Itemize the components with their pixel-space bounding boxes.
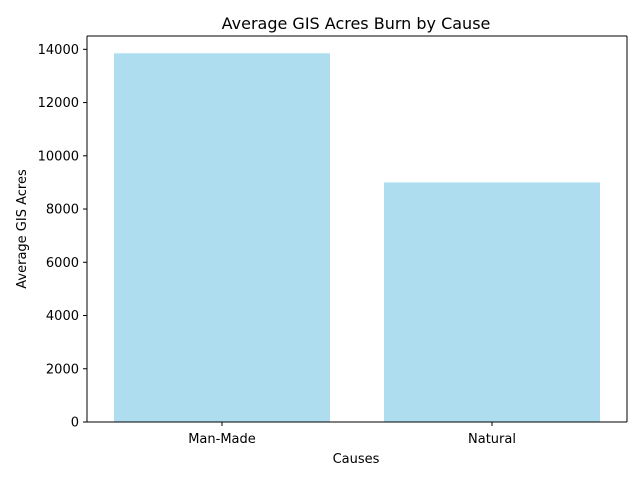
y-axis-title: Average GIS Acres [15,169,30,289]
x-tick-label: Man-Made [188,432,256,447]
y-tick-label: 2000 [46,362,79,377]
y-tick-label: 12000 [38,96,79,111]
y-tick-label: 4000 [46,309,79,324]
chart-title: Average GIS Acres Burn by Cause [222,14,491,33]
axes-layer [86,35,628,423]
y-ticks-layer: 0 2000 4000 6000 8000 10000 12000 14000 [38,43,87,431]
x-axis-title: Causes [333,452,380,467]
bars-layer [114,53,600,423]
x-ticks-layer: Man-Made Natural [188,422,516,447]
x-tick-label: Natural [468,432,516,447]
y-tick-label: 0 [71,416,79,431]
bar-man-made [114,53,330,423]
y-tick-label: 6000 [46,256,79,271]
bar-natural [384,182,600,422]
y-tick-label: 8000 [46,203,79,218]
y-tick-label: 10000 [38,149,79,164]
y-tick-label: 14000 [38,43,79,58]
